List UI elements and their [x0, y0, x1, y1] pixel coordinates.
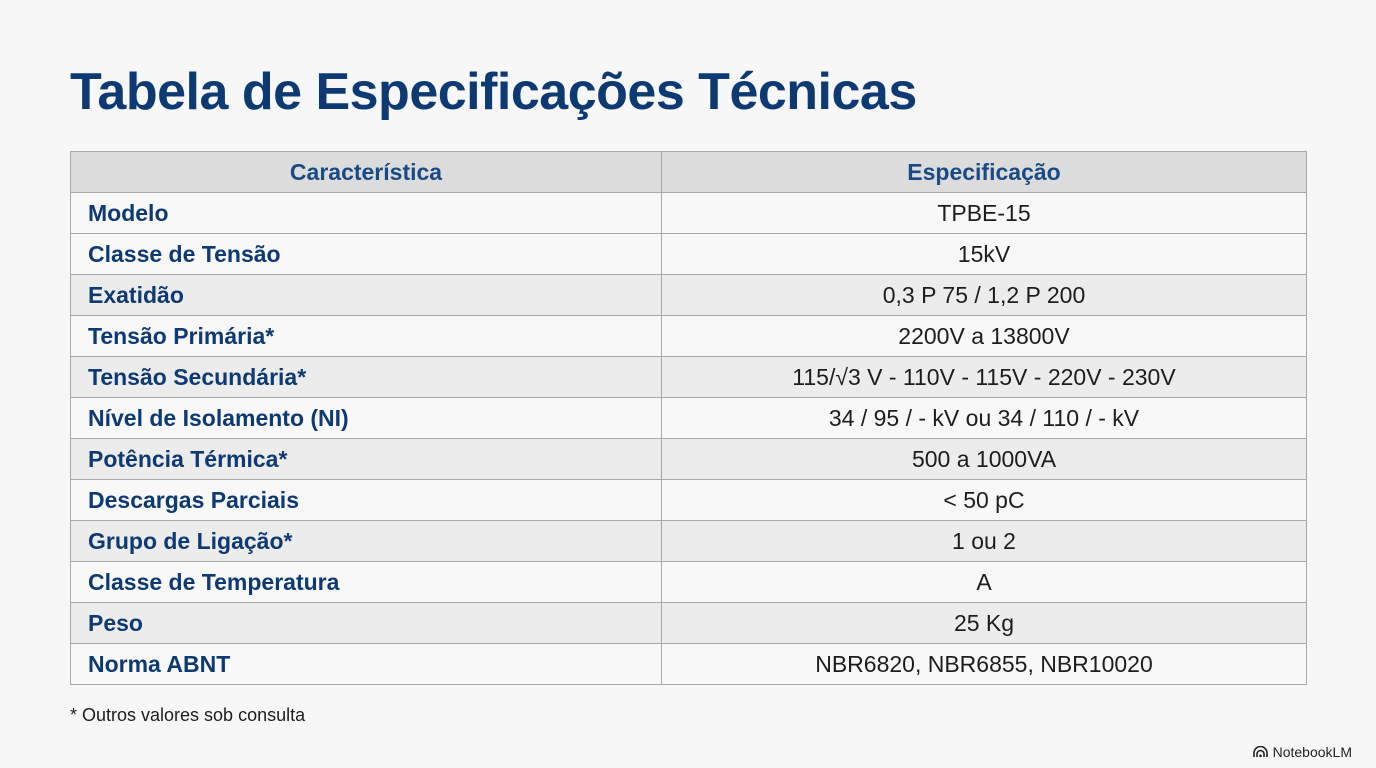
footnote: * Outros valores sob consulta [70, 705, 306, 725]
row-value: NBR6820, NBR6855, NBR10020 [661, 643, 1307, 685]
header-specification: Especificação [661, 151, 1307, 193]
table-row: Classe de Tensão 15kV [70, 233, 1307, 275]
table-row: Descargas Parciais < 50 pC [70, 479, 1307, 521]
row-value: TPBE-15 [661, 192, 1307, 234]
row-key: Peso [70, 602, 662, 644]
table-row: Exatidão 0,3 P 75 / 1,2 P 200 [70, 274, 1307, 316]
row-value: 500 a 1000VA [661, 438, 1307, 480]
row-value: 15kV [661, 233, 1307, 275]
row-key: Classe de Tensão [70, 233, 662, 275]
row-key: Grupo de Ligação* [70, 520, 662, 562]
table-row: Modelo TPBE-15 [70, 192, 1307, 234]
table-row: Potência Térmica* 500 a 1000VA [70, 438, 1307, 480]
row-key: Potência Térmica* [70, 438, 662, 480]
row-value: 115/√3 V - 110V - 115V - 220V - 230V [661, 356, 1307, 398]
table-row: Nível de Isolamento (NI) 34 / 95 / - kV o… [70, 397, 1307, 439]
row-key: Classe de Temperatura [70, 561, 662, 603]
table-header-row: Característica Especificação [70, 151, 1307, 193]
brand-label: NotebookLM [1272, 744, 1352, 760]
row-value: 34 / 95 / - kV ou 34 / 110 / - kV [661, 397, 1307, 439]
table-row: Classe de Temperatura A [70, 561, 1307, 603]
row-value: A [661, 561, 1307, 603]
table-row: Norma ABNT NBR6820, NBR6855, NBR10020 [70, 643, 1307, 685]
table-row: Tensão Secundária* 115/√3 V - 110V - 115V… [70, 356, 1307, 398]
row-key: Descargas Parciais [70, 479, 662, 521]
table-row: Tensão Primária* 2200V a 13800V [70, 315, 1307, 357]
row-value: < 50 pC [661, 479, 1307, 521]
row-key: Norma ABNT [70, 643, 662, 685]
row-value: 0,3 P 75 / 1,2 P 200 [661, 274, 1307, 316]
row-key: Exatidão [70, 274, 662, 316]
row-key: Modelo [70, 192, 662, 234]
brand-watermark: NotebookLM [1252, 744, 1352, 760]
row-key: Tensão Secundária* [70, 356, 662, 398]
page-title: Tabela de Especificações Técnicas [70, 63, 917, 121]
row-value: 1 ou 2 [661, 520, 1307, 562]
table-row: Peso 25 Kg [70, 602, 1307, 644]
row-key: Nível de Isolamento (NI) [70, 397, 662, 439]
header-characteristic: Característica [70, 151, 662, 193]
row-value: 2200V a 13800V [661, 315, 1307, 357]
notebooklm-logo-icon [1252, 746, 1268, 757]
spec-table: Característica Especificação Modelo TPBE-… [70, 151, 1307, 685]
row-value: 25 Kg [661, 602, 1307, 644]
row-key: Tensão Primária* [70, 315, 662, 357]
table-row: Grupo de Ligação* 1 ou 2 [70, 520, 1307, 562]
